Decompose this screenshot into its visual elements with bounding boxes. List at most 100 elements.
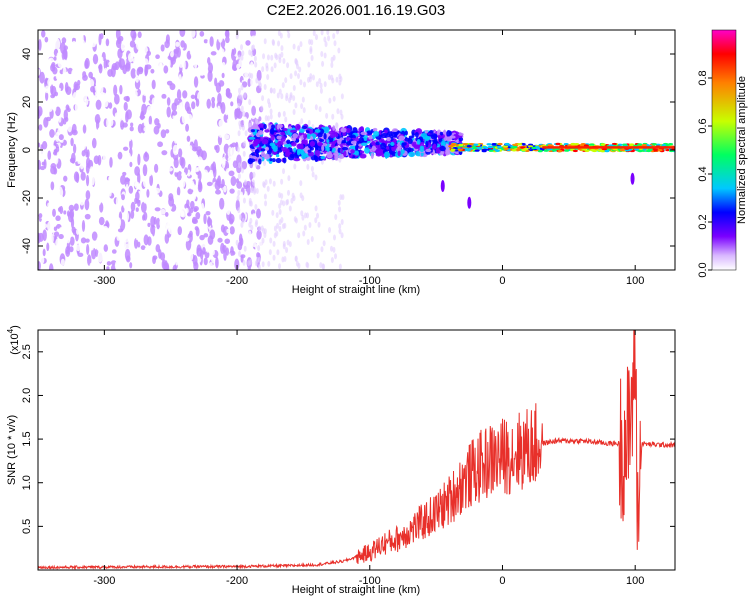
heatmap-cell xyxy=(224,70,230,82)
heatmap-cell xyxy=(359,153,367,159)
heatmap-cell xyxy=(590,148,596,152)
heatmap-cell xyxy=(294,217,298,224)
heatmap-cell xyxy=(74,68,80,81)
heatmap-cell xyxy=(38,199,43,206)
heatmap-cell xyxy=(154,30,160,34)
heatmap-cell xyxy=(295,260,299,267)
heatmap-cell xyxy=(241,124,245,131)
heatmap-cell xyxy=(150,159,155,165)
heatmap-cell xyxy=(250,77,254,88)
heatmap-cell xyxy=(222,244,227,253)
heatmap-cell xyxy=(82,71,87,78)
heatmap-cell xyxy=(271,158,276,163)
heatmap-cell xyxy=(646,149,652,153)
heatmap-cell xyxy=(91,247,97,260)
heatmap-cell xyxy=(69,236,75,246)
heatmap-cell xyxy=(329,245,333,252)
heatmap-cell xyxy=(90,40,97,48)
heatmap-cell xyxy=(52,155,59,165)
heatmap-cell xyxy=(473,143,479,146)
heatmap-cell xyxy=(109,118,114,127)
heatmap-cell xyxy=(531,146,537,150)
heatmap-cell xyxy=(279,32,283,39)
heatmap-cell xyxy=(127,235,132,248)
heatmap-cell xyxy=(75,172,80,184)
heatmap-cell xyxy=(119,84,123,95)
heatmap-cell xyxy=(277,141,281,148)
heatmap-cell xyxy=(190,30,196,38)
snr-frame xyxy=(37,329,676,571)
heatmap-cell xyxy=(278,203,282,210)
heatmap-cell xyxy=(67,185,73,197)
heatmap-cell xyxy=(125,32,130,45)
heatmap-cell xyxy=(254,104,260,113)
heatmap-cell xyxy=(269,142,276,147)
heatmap-cell xyxy=(251,105,256,116)
heatmap-cell xyxy=(256,252,260,259)
heatmap-cell xyxy=(268,249,272,256)
heatmap-cell xyxy=(293,163,297,170)
heatmap-cell xyxy=(97,127,103,136)
heatmap-cell xyxy=(227,146,233,159)
heatmap-cell xyxy=(398,135,405,142)
heatmap-cell xyxy=(241,50,245,57)
heatmap-cell xyxy=(252,171,256,178)
heatmap-cell xyxy=(440,180,445,192)
heatmap-cell xyxy=(275,158,282,164)
heatmap-cell xyxy=(197,70,201,76)
heatmap-cell xyxy=(89,262,93,270)
heatmap-cell xyxy=(70,217,75,229)
heatmap-cell xyxy=(160,129,167,139)
heatmap-cell xyxy=(215,82,222,93)
heatmap-cell xyxy=(248,49,252,56)
heatmap-cell xyxy=(297,149,303,154)
heatmap-cell xyxy=(225,36,230,44)
heatmap-cell xyxy=(90,166,94,172)
heatmap-cell xyxy=(229,123,236,134)
heatmap-cell xyxy=(99,202,104,213)
heatmap-cell xyxy=(271,209,275,216)
heatmap-cell xyxy=(75,184,80,190)
heatmap-cell xyxy=(307,61,311,68)
heatmap-cell xyxy=(106,266,110,270)
heatmap-cell xyxy=(247,158,254,165)
heatmap-cell xyxy=(203,213,207,225)
heatmap-cell xyxy=(309,146,314,151)
heatmap-cell xyxy=(103,67,108,76)
heatmap-cell xyxy=(215,189,222,195)
heatmap-cell xyxy=(240,191,244,204)
heatmap-cell xyxy=(432,143,437,150)
heatmap-cell xyxy=(302,230,306,237)
heatmap-cell xyxy=(292,85,296,92)
heatmap-cell xyxy=(278,57,282,64)
heatmap-cell xyxy=(81,220,86,232)
heatmap-cell xyxy=(290,129,297,133)
heatmap-cell xyxy=(244,70,249,79)
heatmap-cell xyxy=(256,256,260,263)
heatmap-cell xyxy=(65,245,71,258)
heatmap-cell xyxy=(66,256,72,269)
heatmap-cell xyxy=(143,119,149,128)
heatmap-cell xyxy=(133,32,137,39)
heatmap-cell xyxy=(299,143,304,150)
heatmap-cell xyxy=(504,142,510,146)
heatmap-cell xyxy=(201,264,206,270)
heatmap-cell xyxy=(69,157,76,164)
heatmap-cell xyxy=(192,115,197,123)
heatmap-cell xyxy=(102,151,107,162)
heatmap-cell xyxy=(49,129,55,138)
heatmap-cell xyxy=(387,131,394,137)
heatmap-cell xyxy=(76,244,81,252)
heatmap-cell xyxy=(589,143,595,147)
heatmap-cell xyxy=(115,116,120,127)
heatmap-cell xyxy=(325,112,329,119)
bottom-x-tick-label: 100 xyxy=(626,575,644,587)
heatmap-cell xyxy=(404,130,408,136)
heatmap-cell xyxy=(221,259,226,269)
heatmap-cell xyxy=(263,123,267,130)
heatmap-cell xyxy=(51,102,57,113)
heatmap-cell xyxy=(280,45,284,52)
heatmap-cell xyxy=(128,185,134,194)
heatmap-cell xyxy=(199,234,205,241)
colorbar-gradient xyxy=(711,29,737,271)
